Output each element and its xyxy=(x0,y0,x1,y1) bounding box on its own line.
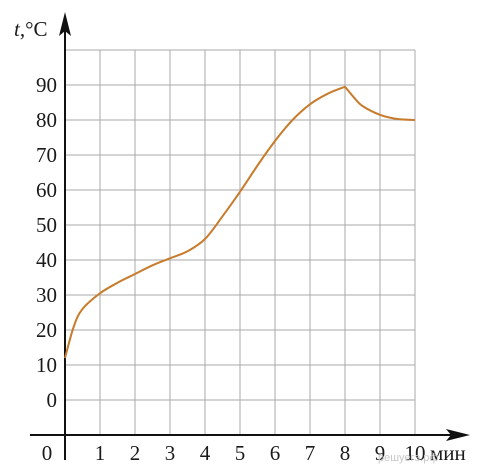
y-tick-label: 10 xyxy=(36,353,57,377)
x-tick-label: 3 xyxy=(165,441,176,464)
watermark: решуегэ.рф xyxy=(378,452,438,464)
y-tick-label: 70 xyxy=(36,143,57,167)
x-tick-label: 6 xyxy=(270,441,281,464)
x-tick-label: 2 xyxy=(130,441,141,464)
y-tick-label: 90 xyxy=(36,73,57,97)
y-tick-label: 20 xyxy=(36,318,57,342)
y-tick-label: 30 xyxy=(36,283,57,307)
x-tick-label: 1 xyxy=(95,441,106,464)
y-axis-label: t,°C xyxy=(14,17,48,41)
x-tick-label: 7 xyxy=(305,441,316,464)
y-tick-label: 40 xyxy=(36,248,57,272)
y-axis-variable: t xyxy=(14,17,21,41)
grid xyxy=(65,49,416,435)
x-axis-arrow xyxy=(446,429,470,441)
x-tick-label: 9 xyxy=(375,441,386,464)
x-axis-label: мин xyxy=(430,441,466,464)
temperature-curve xyxy=(64,85,416,359)
origin-label: 0 xyxy=(42,441,53,464)
y-tick-label: 50 xyxy=(36,213,57,237)
y-tick-label: 80 xyxy=(36,108,57,132)
y-axis-arrow xyxy=(59,12,71,36)
y-tick-label: 0 xyxy=(47,388,58,412)
axes xyxy=(30,12,470,460)
tick-labels: 1 2 3 4 5 6 7 8 9 10 0 10 20 30 40 50 60 70 80 90 xyxy=(36,73,426,464)
y-tick-label: 60 xyxy=(36,178,57,202)
y-axis-unit: ,°C xyxy=(20,17,48,41)
x-tick-label: 4 xyxy=(200,441,211,464)
x-tick-label: 8 xyxy=(340,441,351,464)
x-tick-label: 10 xyxy=(405,441,426,464)
x-tick-label: 5 xyxy=(235,441,246,464)
